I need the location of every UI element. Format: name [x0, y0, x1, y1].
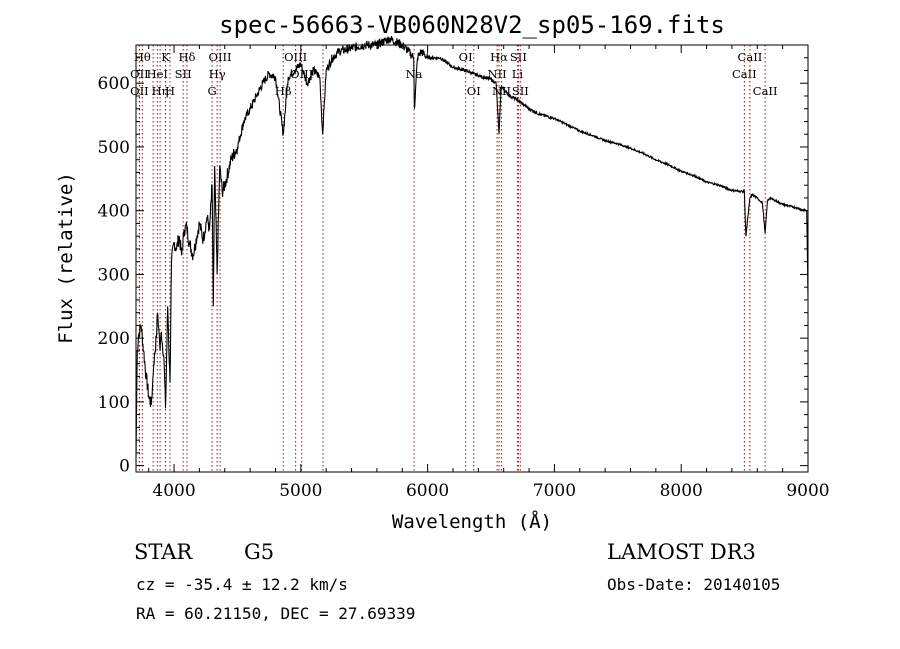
spectral-subclass: G5	[244, 540, 275, 564]
line-label: Hη	[152, 84, 169, 98]
x-tick-label: 9000	[786, 481, 829, 501]
line-label: CaII	[732, 67, 757, 81]
line-label: OI	[467, 84, 481, 98]
spectrum-line	[135, 35, 809, 460]
line-label: OII	[130, 84, 149, 98]
coordinates: RA = 60.21150, DEC = 27.69339	[136, 604, 416, 623]
y-tick-label: 200	[98, 329, 130, 349]
line-label: CaII	[753, 84, 778, 98]
y-tick-label: 500	[98, 138, 130, 158]
line-label: G	[207, 84, 216, 98]
plot-frame	[135, 44, 809, 473]
y-tick-label: 100	[98, 393, 130, 413]
line-label: Hγ	[209, 67, 226, 81]
x-tick-label: 5000	[279, 481, 322, 501]
line-label: Li	[512, 67, 524, 81]
y-tick-label: 400	[98, 202, 130, 222]
line-label: SII	[512, 84, 529, 98]
x-tick-label: 4000	[152, 481, 195, 501]
object-type: STAR	[134, 540, 193, 564]
axis-ticks: 4000 5000 6000 7000 8000 9000 0 100 200 300 400 500…	[98, 45, 830, 501]
obs-date: Obs-Date: 20140105	[607, 575, 781, 594]
line-label: SII	[175, 67, 192, 81]
line-label: OIII	[284, 50, 307, 64]
x-tick-label: 7000	[533, 481, 576, 501]
line-label: SII	[510, 50, 527, 64]
line-label: K	[161, 50, 170, 64]
line-label: Hα	[490, 50, 508, 64]
x-axis-label: Wavelength (Å)	[392, 510, 552, 533]
y-axis-label: Flux (relative)	[55, 172, 77, 344]
y-tick-label: 300	[98, 265, 130, 285]
line-label: OIII	[209, 50, 232, 64]
line-label: OI	[459, 50, 473, 64]
y-tick-label: 0	[119, 457, 130, 477]
y-tick-label: 600	[98, 74, 130, 94]
x-tick-label: 8000	[660, 481, 703, 501]
line-label: HeI	[147, 67, 168, 81]
survey-name: LAMOST DR3	[607, 540, 756, 564]
x-tick-label: 6000	[406, 481, 449, 501]
line-label: H	[165, 84, 175, 98]
line-label: Hδ	[178, 50, 195, 64]
redshift-cz: cz = -35.4 ± 12.2 km/s	[136, 575, 348, 594]
line-label: Hθ	[134, 50, 151, 64]
chart-title: spec-56663-VB060N28V2_sp05-169.fits	[219, 11, 725, 39]
line-label: CaII	[738, 50, 763, 64]
